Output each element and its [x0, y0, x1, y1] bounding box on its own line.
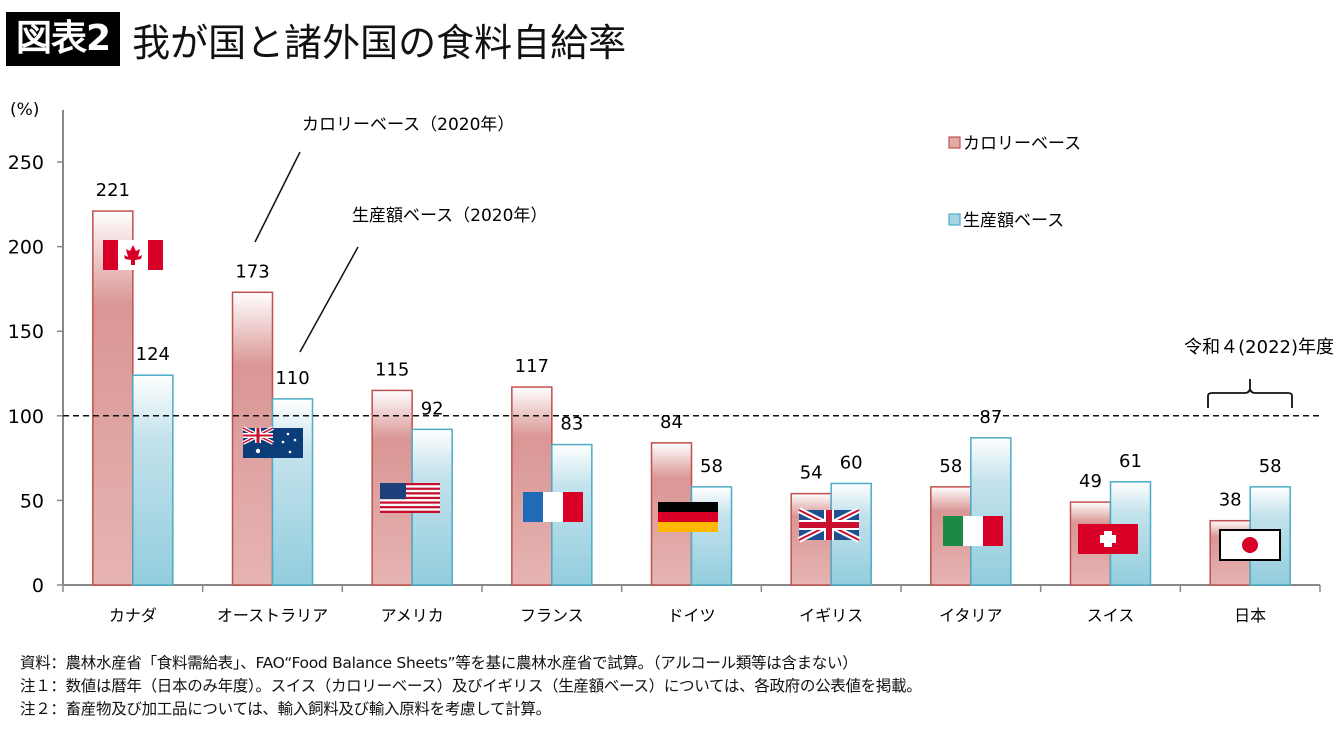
bar-production: [970, 437, 1012, 586]
data-label: 38: [1219, 490, 1242, 511]
data-label: 58: [939, 456, 962, 477]
maple-leaf-icon: [124, 245, 142, 265]
data-label: 84: [660, 412, 683, 433]
bar-production: [271, 398, 314, 586]
australia-flag: [242, 426, 303, 458]
leader-line-calorie: [254, 151, 301, 243]
sun-disc: [1242, 537, 1258, 553]
data-label: 115: [375, 359, 409, 380]
data-label: 124: [136, 344, 170, 365]
canada-flag: [103, 240, 163, 270]
x-tick-label: フランス: [520, 606, 584, 625]
legend-label: 生産額ベース: [963, 211, 1064, 231]
bar-production: [690, 486, 733, 586]
figure-label: 図表2: [6, 12, 121, 66]
x-tick-label: オーストラリア: [217, 606, 328, 625]
usa-flag: [380, 483, 440, 513]
data-label: 54: [800, 463, 823, 484]
uk-flag: [797, 507, 861, 543]
switzerland-flag: [1078, 524, 1138, 554]
bar-calorie: [511, 386, 553, 586]
data-label: 173: [235, 261, 269, 282]
x-tick-label: イギリス: [799, 606, 863, 625]
annotation-calorie: カロリーベース（2020年）: [302, 115, 514, 135]
footnotes: 資料：農林水産省「食料需給表」、FAO“Food Balance Sheets”…: [20, 652, 922, 721]
page-title: 我が国と諸外国の食料自給率: [132, 20, 627, 65]
italy-flag: [943, 516, 1003, 546]
x-tick-label: カナダ: [109, 606, 157, 625]
annotation-japan-year: 令和４(2022)年度: [1184, 337, 1334, 358]
y-tick-label: 100: [8, 406, 44, 428]
y-tick-label: 0: [32, 575, 44, 597]
legend-swatch-production: [948, 213, 961, 226]
data-label: 117: [515, 356, 549, 377]
x-tick-label: ドイツ: [667, 606, 715, 625]
brace-japan: [1207, 379, 1293, 408]
data-label: 110: [275, 368, 309, 389]
y-tick-label: 200: [8, 237, 44, 259]
data-label: 60: [840, 452, 863, 473]
x-tick-label: アメリカ: [381, 606, 444, 625]
y-tick-label: 250: [8, 152, 44, 174]
data-label: 87: [979, 407, 1002, 428]
france-flag: [523, 492, 583, 522]
note-2: 注２：畜産物及び加工品については、輸入飼料及び輸入原料を考慮して計算。: [20, 700, 551, 718]
figure-header: 図表2 我が国と諸外国の食料自給率: [6, 12, 626, 66]
data-label: 221: [96, 180, 130, 201]
data-label: 92: [421, 398, 444, 419]
japan-flag: [1219, 529, 1281, 561]
y-axis-label: (%): [10, 100, 39, 120]
data-label: 83: [560, 414, 583, 435]
annotation-production: 生産額ベース（2020年）: [352, 206, 547, 226]
y-tick-label: 150: [8, 321, 44, 343]
leader-line-production: [299, 246, 359, 353]
source-note: 資料：農林水産省「食料需給表」、FAO“Food Balance Sheets”…: [20, 654, 858, 672]
bar-production: [132, 374, 174, 586]
bar-chart: (%) 0 50 100 150 200 250 カナダ オーストラリア アメリカ フランス ドイツ イ…: [8, 100, 1334, 625]
x-tick-label: 日本: [1234, 606, 1266, 625]
x-tick-label: スイス: [1087, 606, 1135, 625]
x-tick-label: イタリア: [939, 606, 1002, 625]
germany-flag: [658, 502, 718, 532]
y-tick-label: 50: [20, 490, 44, 512]
data-label: 49: [1079, 471, 1102, 492]
data-label: 58: [1259, 456, 1282, 477]
note-1: 注１：数値は暦年（日本のみ年度）。スイス（カロリーベース）及びイギリス（生産額ベ…: [20, 677, 922, 695]
data-label: 61: [1119, 451, 1142, 472]
legend-swatch-calorie: [948, 136, 961, 149]
data-label: 58: [700, 456, 723, 477]
legend-label: カロリーベース: [963, 134, 1081, 154]
